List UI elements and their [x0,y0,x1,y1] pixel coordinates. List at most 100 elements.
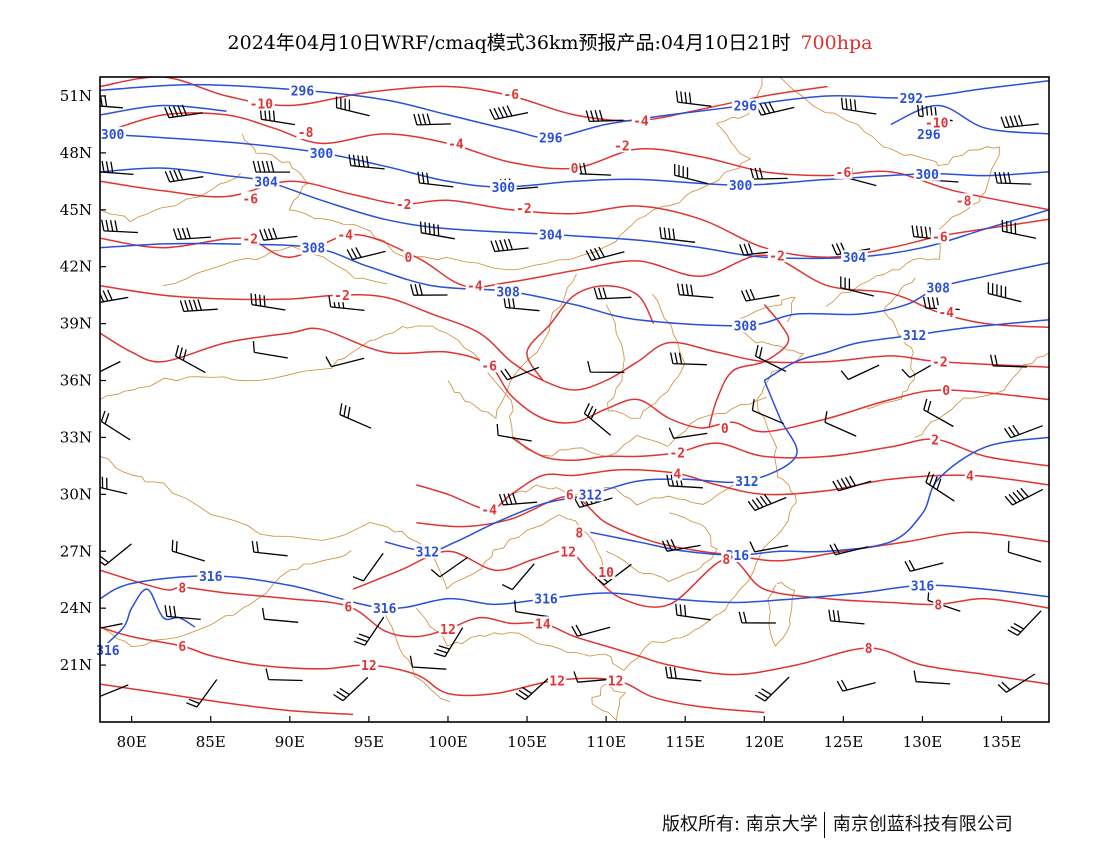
height-contour-label: 300 [310,147,334,162]
height-contour-label: 300 [101,128,125,143]
temperature-contour-label: 8 [865,642,873,657]
temperature-contour-label: 0 [405,251,413,266]
temperature-contour-label: 8 [575,526,583,541]
lon-tick-label: 125E [824,733,864,751]
temperature-contour-label: 6 [178,640,186,655]
geographic-boundaries [100,77,1049,722]
height-contour-label: 304 [254,175,278,190]
temperature-contour-label: 14 [535,617,551,632]
temperature-contour-label: 6 [344,600,352,615]
temperature-contour-label: -6 [836,166,852,181]
lon-tick-label: 120E [745,733,785,751]
temperature-contour-label: 4 [673,467,681,482]
lon-tick-label: 100E [428,733,468,751]
temperature-contour-label: -6 [242,192,258,207]
temperature-contour-label: -4 [481,504,497,519]
lon-tick-label: 90E [275,733,305,751]
lat-tick-label: 33N [60,428,92,446]
temperature-contour-label: 12 [560,545,576,560]
temperature-contour-label: 12 [440,623,456,638]
temperature-contour-label: -4 [337,228,353,243]
height-contour-label: 304 [539,228,563,243]
lon-tick-label: 110E [586,733,626,751]
copyright-right: 南京创蓝科技有限公司 [832,814,1013,835]
lon-tick-label: 80E [117,733,147,751]
height-contour-label: 308 [302,242,326,257]
lat-tick-label: 51N [60,87,92,105]
temperature-contour-label: 4 [966,469,974,484]
height-contour-label: 304 [843,251,867,266]
temperature-contour-label: -8 [956,194,972,209]
height-contour-label: 316 [96,644,120,659]
temperature-contour-label: -10 [925,117,949,132]
temperature-contour-label: -2 [932,356,948,371]
temperature-contour-label: 0 [942,384,950,399]
temperature-contour-label: 0 [571,162,579,177]
temperature-contour-label: -2 [669,447,685,462]
temperature-contour-label: -6 [503,88,519,103]
height-contour-label: 316 [911,579,935,594]
temperature-contour-label: -10 [250,98,274,113]
temperature-contour-label: -4 [467,280,483,295]
lat-tick-label: 39N [60,315,92,333]
temperature-contour-label: -2 [242,232,258,247]
temperature-contour-label: 8 [178,581,186,596]
temperature-contour-label: 10 [598,566,614,581]
temperature-contour-label: 2 [931,433,939,448]
lon-tick-label: 95E [354,733,384,751]
temperature-contour-label: 8 [934,598,942,613]
temperature-contour-label: -4 [633,115,649,130]
map-title: 2024年04月10日WRF/cmaq模式36km预报产品:04月10日21时 7… [0,28,1100,55]
contour-labels: 296 300 300 304 308 296 300 304 308 296 300 308 292 2… [94,83,976,689]
height-contour-label: 316 [726,549,750,564]
lat-tick-label: 21N [60,656,92,674]
temperature-contour-label: -6 [481,359,497,374]
lat-tick-label: 48N [60,144,92,162]
height-contour-label: 296 [291,84,315,99]
lat-tick-label: 30N [60,485,92,503]
temperature-contour-label: -2 [396,198,412,213]
height-contour-label: 312 [579,488,602,503]
axis-ticks: 80E 85E 90E 95E 100E 105E 110E 115E 120E 125E 130E… [60,87,1022,751]
height-contour-label: 316 [373,602,397,617]
lon-tick-label: 85E [196,733,226,751]
height-contour-label: 312 [903,329,926,344]
height-contour-label: 308 [734,320,758,335]
temperature-contour-label: 0 [721,422,729,437]
wind-barbs [100,90,1044,708]
height-contour-label: 312 [416,545,439,560]
lat-tick-label: 42N [60,258,92,276]
lon-tick-label: 115E [665,733,705,751]
lat-tick-label: 27N [60,542,92,560]
title-text: 2024年04月10日WRF/cmaq模式36km预报产品:04月10日21时 [227,32,791,54]
copyright-left: 版权所有: 南京大学 [662,814,818,835]
height-contour-label: 296 [734,99,758,114]
height-contour-label: 300 [915,168,939,183]
temperature-contour-label: 6 [566,488,574,503]
temperature-contours [100,77,1049,716]
temperature-contour-label: -8 [298,126,314,141]
temperature-contour-label: -2 [769,249,785,264]
height-contour-label: 316 [199,570,223,585]
temperature-contour-label: 8 [722,553,730,568]
temperature-contour-label: -2 [516,202,532,217]
lon-tick-label: 130E [903,733,943,751]
temperature-contour-label: -2 [614,139,630,154]
copyright-footer: 版权所有: 南京大学 南京创蓝科技有限公司 [662,810,1013,838]
temperature-contour-label: -4 [938,306,954,321]
temperature-contour-label: 12 [549,674,565,689]
height-contour-label: 308 [927,282,951,297]
temperature-contour-label: 12 [361,659,377,674]
height-contour-label: 308 [496,285,520,300]
height-contour-label: 296 [917,128,941,143]
temperature-contour-label: -4 [448,137,464,152]
temperature-contour-label: 12 [608,674,624,689]
height-contour-label: 316 [534,593,558,608]
lat-tick-label: 45N [60,201,92,219]
footer-divider [823,812,825,838]
map-frame [99,76,1050,723]
lon-tick-label: 135E [982,733,1022,751]
height-contour-label: 300 [492,181,516,196]
lat-tick-label: 36N [60,372,92,390]
